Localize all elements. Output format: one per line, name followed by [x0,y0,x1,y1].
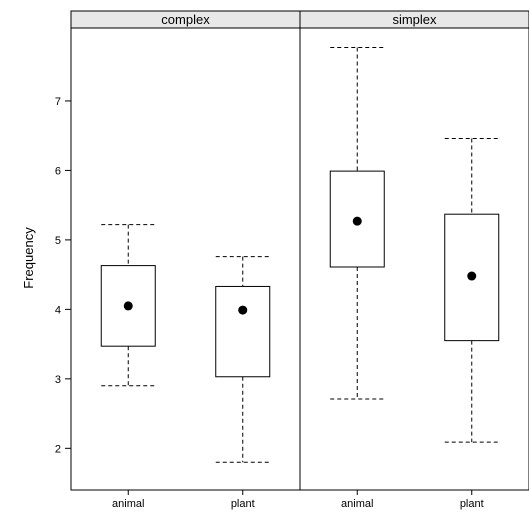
y-tick-label: 7 [55,96,61,108]
median-dot [238,305,248,315]
box-plant [444,137,500,443]
x-tick-label: plant [231,498,255,510]
y-tick-label: 3 [55,374,61,386]
y-tick-label: 6 [55,165,61,177]
y-tick-label: 4 [55,304,61,316]
x-tick-label: plant [460,498,484,510]
strip-label: simplex [392,12,437,27]
y-tick-label: 5 [55,235,61,247]
box-animal [329,46,385,400]
strip-label: complex [161,12,210,27]
panels-group: complex animal plant simplex animal plant [70,10,529,510]
box-animal [100,224,156,387]
box-rect [215,285,271,378]
panel-frame [70,27,301,491]
panel-complex: complex animal plant [70,10,301,510]
y-tick-label: 2 [55,443,61,455]
x-tick-label: animal [341,498,373,510]
panel-frame [299,27,529,491]
axes-group: 2 3 4 5 6 7 [55,96,71,455]
y-axis-label: Frequency [21,227,36,289]
x-tick-label: animal [112,498,144,510]
panel-simplex: simplex animal plant [299,10,529,510]
median-dot [352,216,362,226]
median-dot [467,271,477,281]
median-dot [123,301,133,311]
box-plant [215,256,271,463]
